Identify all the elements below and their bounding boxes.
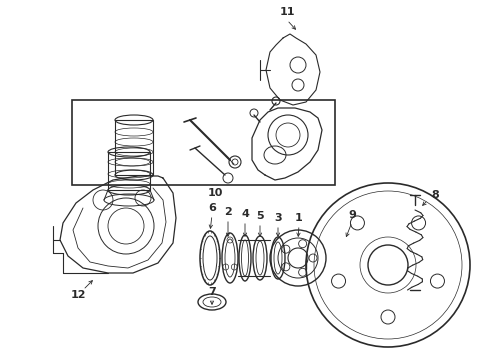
Text: 5: 5 <box>256 211 264 221</box>
Text: 6: 6 <box>208 203 216 213</box>
Bar <box>108 152 150 190</box>
Text: 4: 4 <box>241 209 249 219</box>
Text: 8: 8 <box>431 190 439 200</box>
Text: 2: 2 <box>224 207 232 217</box>
Text: 10: 10 <box>207 188 222 198</box>
Text: 3: 3 <box>274 213 282 223</box>
Text: 1: 1 <box>295 213 303 223</box>
Text: 7: 7 <box>208 287 216 297</box>
Bar <box>115 120 153 175</box>
Bar <box>72 100 335 185</box>
Text: 12: 12 <box>70 290 86 300</box>
Text: 9: 9 <box>348 210 356 220</box>
Text: 11: 11 <box>279 7 295 17</box>
